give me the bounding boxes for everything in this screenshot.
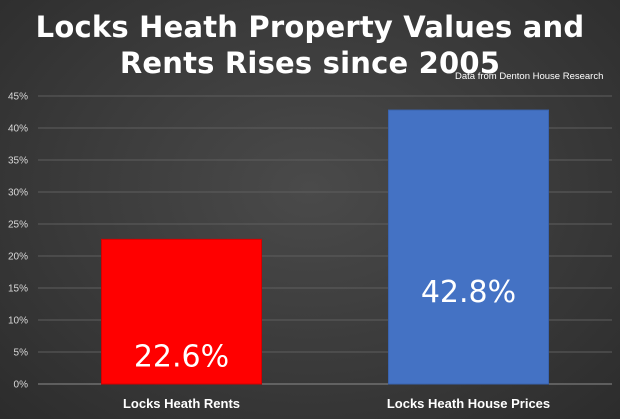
bar bbox=[101, 238, 262, 385]
y-tick-label: 35% bbox=[8, 156, 28, 167]
y-tick-label: 5% bbox=[14, 348, 29, 359]
chart-title-line-2: Rents Rises since 2005 bbox=[119, 46, 501, 80]
y-tick-label: 10% bbox=[8, 316, 28, 327]
data-label: 22.6% bbox=[134, 340, 229, 375]
data-label: 42.8% bbox=[421, 275, 516, 310]
y-tick-label: 40% bbox=[8, 124, 28, 135]
source-note: Data from Denton House Research bbox=[455, 71, 604, 82]
y-tick-label: 45% bbox=[8, 92, 28, 103]
y-tick-label: 20% bbox=[8, 252, 28, 263]
y-tick-label: 30% bbox=[8, 188, 28, 199]
x-category-label: Locks Heath House Prices bbox=[387, 396, 550, 411]
y-tick-label: 0% bbox=[14, 380, 29, 391]
y-tick-label: 25% bbox=[8, 220, 28, 231]
chart-title-line-1: Locks Heath Property Values and bbox=[35, 10, 585, 44]
x-category-label: Locks Heath Rents bbox=[123, 396, 240, 411]
bar bbox=[388, 109, 549, 385]
y-tick-label: 15% bbox=[8, 284, 28, 295]
